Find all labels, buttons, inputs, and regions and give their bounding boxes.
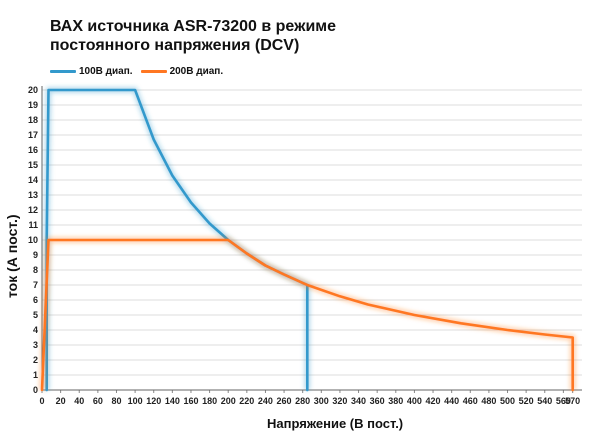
- y-tick-label-16: 16: [28, 145, 38, 155]
- x-tick-label-360: 360: [370, 396, 385, 406]
- legend-label-200v: 200В диап.: [169, 66, 224, 77]
- y-tick-label-1: 1: [33, 370, 38, 380]
- legend-item-200v: 200В диап.: [140, 66, 224, 77]
- x-tick-label-300: 300: [314, 396, 329, 406]
- x-tick-label-440: 440: [444, 396, 459, 406]
- x-tick-label-480: 480: [481, 396, 496, 406]
- x-tick-label-0: 0: [39, 396, 44, 406]
- x-tick-label-500: 500: [500, 396, 515, 406]
- x-tick-label-240: 240: [258, 396, 273, 406]
- y-tick-label-15: 15: [28, 160, 38, 170]
- chart-subtitle: постоянного напряжения (DCV): [50, 37, 300, 54]
- y-tick-label-17: 17: [28, 130, 38, 140]
- y-tick-label-4: 4: [33, 325, 38, 335]
- y-tick-label-3: 3: [33, 340, 38, 350]
- x-tick-label-400: 400: [407, 396, 422, 406]
- y-tick-label-11: 11: [28, 220, 38, 230]
- x-tick-label-320: 320: [332, 396, 347, 406]
- chart-title: ВАХ источника ASR-73200 в режиме: [50, 18, 337, 35]
- x-tick-label-540: 540: [537, 396, 552, 406]
- x-tick-label-560: 560: [556, 396, 571, 406]
- x-tick-label-220: 220: [239, 396, 254, 406]
- y-tick-label-6: 6: [33, 295, 38, 305]
- y-tick-label-0: 0: [33, 385, 38, 395]
- x-tick-label-380: 380: [388, 396, 403, 406]
- x-tick-label-570: 570: [565, 396, 580, 406]
- y-tick-label-7: 7: [33, 280, 38, 290]
- x-tick-label-520: 520: [519, 396, 534, 406]
- y-tick-label-13: 13: [28, 190, 38, 200]
- x-tick-label-260: 260: [277, 396, 292, 406]
- x-tick-label-160: 160: [183, 396, 198, 406]
- x-tick-label-140: 140: [165, 396, 180, 406]
- x-axis-label: Напряжение (В пост.): [267, 416, 404, 431]
- legend-item-100v: 100В диап.: [50, 66, 133, 77]
- series-line-1: [40, 238, 574, 392]
- legend-swatch-100v: [50, 70, 76, 73]
- y-axis-label: ток (А пост.): [4, 214, 20, 298]
- y-tick-label-10: 10: [28, 235, 38, 245]
- y-tick-label-8: 8: [33, 265, 38, 275]
- y-tick-label-19: 19: [28, 100, 38, 110]
- y-tick-label-18: 18: [28, 115, 38, 125]
- y-tick-label-20: 20: [28, 85, 38, 95]
- y-tick-label-9: 9: [33, 250, 38, 260]
- legend-swatch-200v: [140, 70, 167, 73]
- legend-label-100v: 100В диап.: [79, 66, 133, 77]
- x-tick-label-340: 340: [351, 396, 366, 406]
- x-tick-label-100: 100: [128, 396, 143, 406]
- y-tick-label-14: 14: [28, 175, 38, 185]
- x-tick-label-60: 60: [93, 396, 103, 406]
- y-tick-label-12: 12: [28, 205, 38, 215]
- y-tick-label-5: 5: [33, 310, 38, 320]
- x-tick-label-420: 420: [426, 396, 441, 406]
- x-tick-label-460: 460: [463, 396, 478, 406]
- x-tick-label-80: 80: [111, 396, 121, 406]
- y-tick-label-2: 2: [33, 355, 38, 365]
- x-tick-label-120: 120: [146, 396, 161, 406]
- x-tick-label-40: 40: [74, 396, 84, 406]
- x-tick-label-280: 280: [295, 396, 310, 406]
- legend: 100В диап. 200В диап.: [50, 66, 231, 77]
- x-tick-label-180: 180: [202, 396, 217, 406]
- x-tick-label-200: 200: [221, 396, 236, 406]
- x-tick-label-20: 20: [56, 396, 66, 406]
